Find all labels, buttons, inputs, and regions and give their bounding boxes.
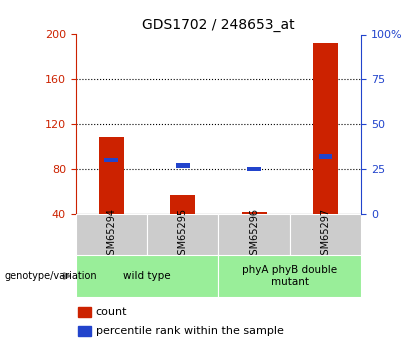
Bar xyxy=(79,326,91,336)
Bar xyxy=(313,43,338,214)
Text: GSM65297: GSM65297 xyxy=(320,208,331,261)
Bar xyxy=(170,195,195,214)
Bar xyxy=(218,214,290,255)
Bar xyxy=(76,214,147,255)
Text: phyA phyB double
mutant: phyA phyB double mutant xyxy=(242,265,337,287)
Text: genotype/variation: genotype/variation xyxy=(4,271,97,281)
Bar xyxy=(176,163,189,168)
Bar xyxy=(79,307,91,317)
Text: count: count xyxy=(96,307,127,317)
Bar xyxy=(319,154,332,159)
Bar xyxy=(76,255,218,297)
Text: GSM65296: GSM65296 xyxy=(249,208,259,261)
Text: GSM65295: GSM65295 xyxy=(178,208,188,261)
Text: percentile rank within the sample: percentile rank within the sample xyxy=(96,326,284,336)
Title: GDS1702 / 248653_at: GDS1702 / 248653_at xyxy=(142,18,295,32)
Bar xyxy=(105,158,118,162)
Text: GSM65294: GSM65294 xyxy=(106,208,116,261)
Bar xyxy=(241,211,267,214)
Bar xyxy=(290,214,361,255)
Text: wild type: wild type xyxy=(123,271,171,281)
Bar xyxy=(99,137,124,214)
Bar xyxy=(247,167,261,171)
Bar xyxy=(218,255,361,297)
Bar xyxy=(147,214,218,255)
